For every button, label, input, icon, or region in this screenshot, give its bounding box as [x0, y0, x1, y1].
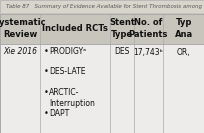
Bar [0, 0, 204, 14]
Text: No. of
Patients: No. of Patients [129, 18, 168, 39]
Text: PRODIGYᵃ: PRODIGYᵃ [49, 47, 86, 56]
Text: OR,: OR, [177, 47, 190, 57]
Text: Included RCTs: Included RCTs [42, 24, 108, 33]
Text: DES: DES [114, 47, 130, 57]
Text: •: • [44, 68, 49, 76]
Text: Typ
Ana: Typ Ana [175, 18, 193, 39]
Text: 17,743ᵇ: 17,743ᵇ [133, 47, 163, 57]
Text: DAPT: DAPT [49, 109, 69, 117]
Text: DES-LATE: DES-LATE [49, 68, 85, 76]
Text: •: • [44, 88, 49, 97]
Text: Table 87   Summary of Evidence Available for Stent Thrombosis among Patients Wit: Table 87 Summary of Evidence Available f… [6, 4, 204, 9]
Text: Systematic
Review: Systematic Review [0, 18, 46, 39]
Text: Stent
Type: Stent Type [109, 18, 135, 39]
Bar [0, 14, 204, 133]
Bar [0, 14, 204, 43]
Text: Xie 2016: Xie 2016 [3, 47, 37, 57]
Text: •: • [44, 47, 49, 56]
Text: ARCTIC-
Interruption: ARCTIC- Interruption [49, 88, 95, 108]
Text: •: • [44, 109, 49, 117]
